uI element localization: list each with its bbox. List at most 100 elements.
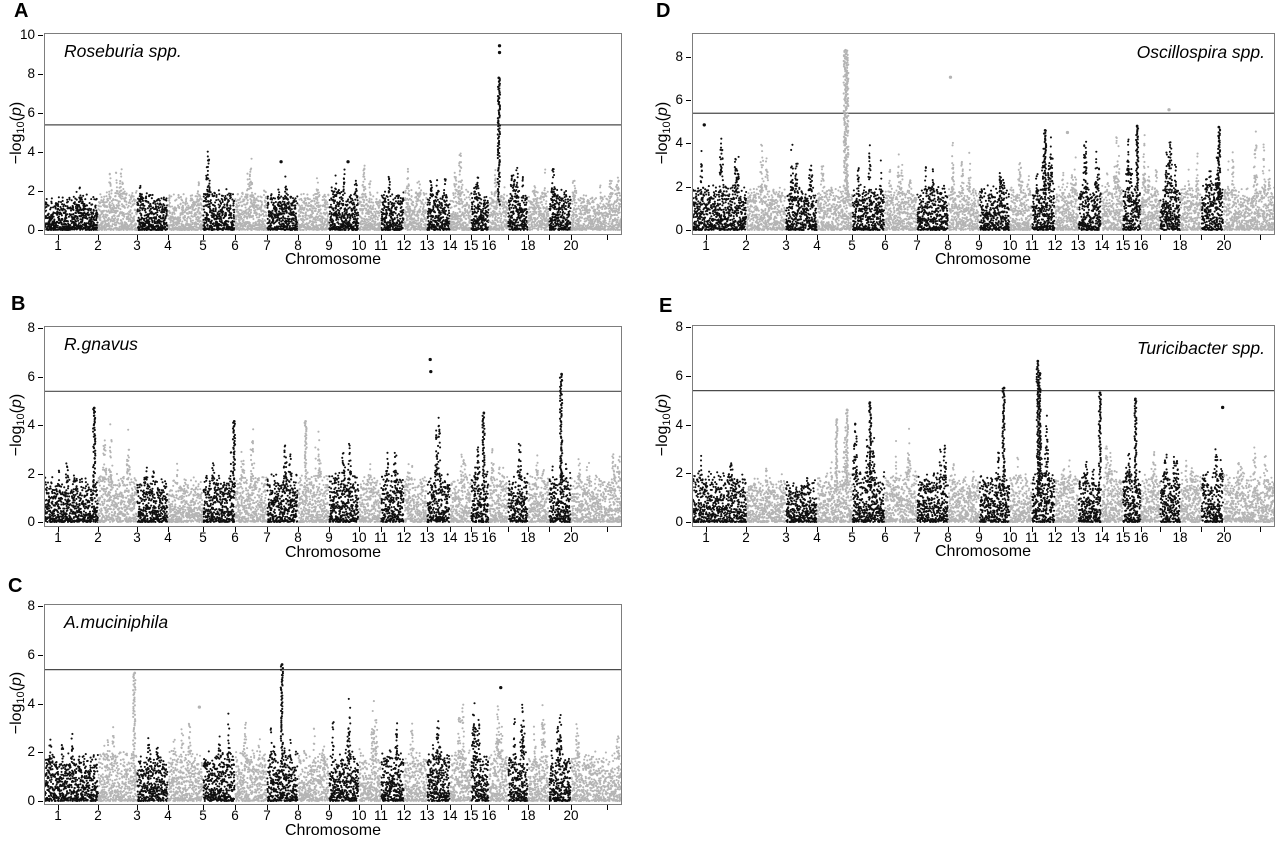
x-tick-mark — [359, 235, 360, 240]
x-tick-mark — [267, 527, 268, 532]
x-tick-label: 5 — [848, 238, 856, 253]
x-tick-mark — [58, 235, 59, 240]
x-tick-label: 12 — [1047, 238, 1063, 253]
x-tick-label: 3 — [133, 238, 141, 253]
x-tick-label: 7 — [913, 238, 921, 253]
x-tick-mark — [528, 235, 529, 240]
panel-a-y-axis-label: −log10(p) — [8, 78, 27, 188]
x-tick-mark — [746, 527, 747, 532]
ylabel-var: p — [654, 107, 671, 116]
x-tick-mark — [948, 235, 949, 240]
x-tick-label: 2 — [742, 238, 750, 253]
x-tick-label: 11 — [373, 808, 388, 823]
ylabel-var: p — [654, 399, 671, 408]
x-tick-mark — [571, 805, 572, 810]
x-tick-mark — [1201, 527, 1202, 532]
panel-d-title: Oscillospira spp. — [1136, 42, 1265, 62]
x-tick-label: 6 — [231, 808, 239, 823]
x-tick-mark — [329, 805, 330, 810]
x-tick-mark — [427, 527, 428, 532]
x-tick-mark — [404, 527, 405, 532]
panel-b-x-axis-label: Chromosome — [284, 544, 382, 561]
x-tick-label: 1 — [702, 530, 710, 545]
y-tick-label: 4 — [27, 696, 35, 711]
x-tick-mark — [1123, 235, 1124, 240]
y-tick-mark — [686, 230, 691, 231]
x-tick-label: 3 — [133, 530, 141, 545]
x-tick-mark — [979, 235, 980, 240]
panel-d-plot-canvas — [692, 33, 1275, 235]
x-tick-mark — [786, 527, 787, 532]
x-tick-mark — [1141, 527, 1142, 532]
y-tick-mark — [38, 801, 43, 802]
y-tick-mark — [38, 328, 43, 329]
x-tick-mark — [917, 527, 918, 532]
x-tick-mark — [1160, 527, 1161, 532]
y-tick-mark — [686, 100, 691, 101]
x-tick-label: 10 — [351, 530, 367, 545]
x-tick-label: 20 — [1216, 238, 1232, 253]
y-tick-mark — [38, 606, 43, 607]
x-tick-label: 16 — [481, 238, 497, 253]
panel-e-letter: E — [659, 295, 673, 317]
x-tick-label: 4 — [813, 238, 821, 253]
ylabel-open: ( — [654, 115, 671, 122]
x-tick-label: 13 — [419, 808, 435, 823]
x-tick-mark — [298, 527, 299, 532]
x-tick-label: 2 — [94, 238, 102, 253]
x-tick-mark — [528, 805, 529, 810]
x-tick-mark — [381, 527, 382, 532]
x-tick-label: 8 — [294, 238, 302, 253]
x-tick-label: 20 — [563, 238, 579, 253]
x-tick-mark — [549, 235, 550, 240]
x-tick-label: 6 — [881, 238, 889, 253]
ylabel-sub: 10 — [15, 121, 27, 134]
x-tick-mark — [450, 805, 451, 810]
x-tick-mark — [1224, 527, 1225, 532]
y-tick-label: 0 — [675, 514, 683, 529]
x-tick-label: 7 — [263, 808, 271, 823]
x-tick-label: 20 — [563, 530, 579, 545]
x-tick-mark — [1260, 235, 1261, 240]
y-tick-label: 2 — [27, 744, 35, 759]
x-tick-label: 10 — [351, 808, 367, 823]
x-tick-label: 13 — [1070, 238, 1086, 253]
x-tick-label: 15 — [1115, 238, 1131, 253]
x-tick-label: 9 — [325, 808, 333, 823]
x-tick-mark — [489, 527, 490, 532]
x-tick-mark — [137, 527, 138, 532]
x-tick-label: 1 — [54, 808, 62, 823]
x-tick-mark — [329, 235, 330, 240]
x-tick-mark — [235, 527, 236, 532]
x-tick-label: 2 — [94, 808, 102, 823]
panel-b-letter: B — [11, 293, 26, 315]
x-tick-mark — [1123, 527, 1124, 532]
y-tick-label: 6 — [27, 647, 35, 662]
y-tick-mark — [686, 425, 691, 426]
x-tick-label: 5 — [199, 808, 207, 823]
x-tick-label: 14 — [442, 238, 458, 253]
x-tick-mark — [1180, 527, 1181, 532]
x-tick-label: 11 — [1024, 238, 1039, 253]
x-tick-mark — [203, 235, 204, 240]
x-tick-label: 12 — [396, 808, 412, 823]
panel-e-x-axis-label: Chromosome — [934, 543, 1032, 560]
x-tick-mark — [58, 527, 59, 532]
x-tick-mark — [98, 235, 99, 240]
x-tick-mark — [1102, 235, 1103, 240]
x-tick-mark — [203, 527, 204, 532]
y-tick-mark — [38, 704, 43, 705]
x-tick-label: 14 — [1094, 530, 1110, 545]
x-tick-label: 6 — [881, 530, 889, 545]
x-tick-label: 18 — [520, 808, 536, 823]
x-tick-mark — [471, 527, 472, 532]
x-tick-label: 4 — [164, 238, 172, 253]
x-tick-label: 12 — [1047, 530, 1063, 545]
y-tick-label: 4 — [675, 135, 683, 150]
ylabel-sub: 10 — [661, 121, 673, 134]
y-tick-label: 4 — [675, 417, 683, 432]
ylabel-var: p — [8, 399, 25, 408]
x-tick-mark — [329, 527, 330, 532]
x-tick-mark — [885, 527, 886, 532]
x-tick-label: 4 — [813, 530, 821, 545]
